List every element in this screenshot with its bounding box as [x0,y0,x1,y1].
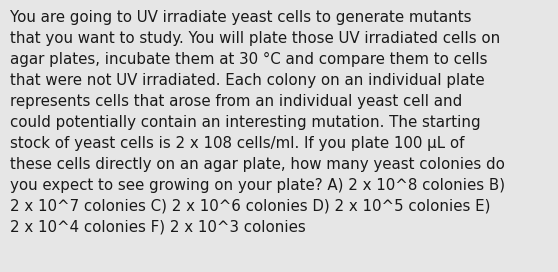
Text: You are going to UV irradiate yeast cells to generate mutants
that you want to s: You are going to UV irradiate yeast cell… [10,10,505,234]
